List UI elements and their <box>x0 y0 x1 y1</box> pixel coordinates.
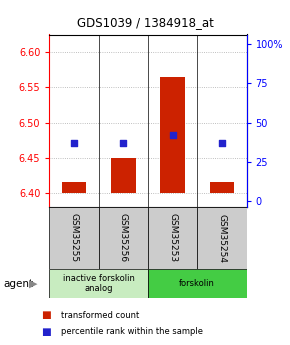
Bar <box>148 207 197 269</box>
Bar <box>111 158 136 193</box>
Text: GDS1039 / 1384918_at: GDS1039 / 1384918_at <box>77 16 213 29</box>
Bar <box>148 269 246 298</box>
Bar <box>49 269 148 298</box>
Point <box>170 132 175 138</box>
Text: ▶: ▶ <box>29 279 38 289</box>
Text: inactive forskolin
analog: inactive forskolin analog <box>63 274 135 294</box>
Point <box>72 140 76 146</box>
Text: agent: agent <box>3 279 33 289</box>
Text: ■: ■ <box>41 310 50 320</box>
Bar <box>61 183 86 193</box>
Text: GSM35253: GSM35253 <box>168 214 177 263</box>
Bar <box>49 207 99 269</box>
Text: GSM35255: GSM35255 <box>69 214 79 263</box>
Text: GSM35256: GSM35256 <box>119 214 128 263</box>
Text: transformed count: transformed count <box>61 311 139 320</box>
Bar <box>99 207 148 269</box>
Bar <box>197 207 246 269</box>
Bar <box>160 77 185 193</box>
Text: percentile rank within the sample: percentile rank within the sample <box>61 327 203 336</box>
Point <box>220 140 224 146</box>
Text: GSM35254: GSM35254 <box>217 214 226 263</box>
Text: forskolin: forskolin <box>179 279 215 288</box>
Point <box>121 140 126 146</box>
Text: ■: ■ <box>41 327 50 337</box>
Bar <box>210 183 234 193</box>
